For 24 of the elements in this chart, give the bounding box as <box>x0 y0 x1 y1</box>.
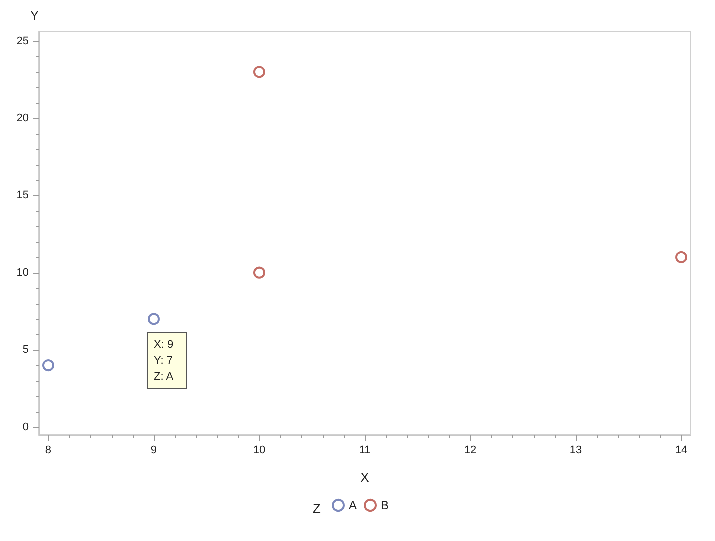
x-axis-title: X <box>360 470 370 485</box>
x-tick-label: 8 <box>45 444 52 456</box>
y-axis-title: Y <box>30 8 40 23</box>
point <box>676 251 688 264</box>
y-tick-label: 20 <box>16 112 29 124</box>
x-tick-label: 14 <box>675 444 688 456</box>
y-tick-label: 5 <box>22 344 29 356</box>
x-tick-label: 9 <box>150 444 158 456</box>
legend-label: B <box>381 498 390 512</box>
y-tick-label: 10 <box>16 266 29 279</box>
x-tick-label: 12 <box>464 444 477 456</box>
point <box>254 266 266 279</box>
point <box>42 360 54 372</box>
x-tick-label: 10 <box>253 444 266 456</box>
y-tick-label: 15 <box>16 190 29 202</box>
x-tick-label: 11 <box>359 444 371 456</box>
annotation: X: 9 Y: 7 Z: A <box>154 339 174 384</box>
point <box>254 66 266 78</box>
y-tick-label: 0 <box>22 421 29 434</box>
y-tick-label: 25 <box>16 35 29 48</box>
point <box>148 313 160 326</box>
legend-title: Z <box>313 501 321 516</box>
x-tick-label: 13 <box>570 444 582 456</box>
legend-label: A <box>349 498 358 512</box>
